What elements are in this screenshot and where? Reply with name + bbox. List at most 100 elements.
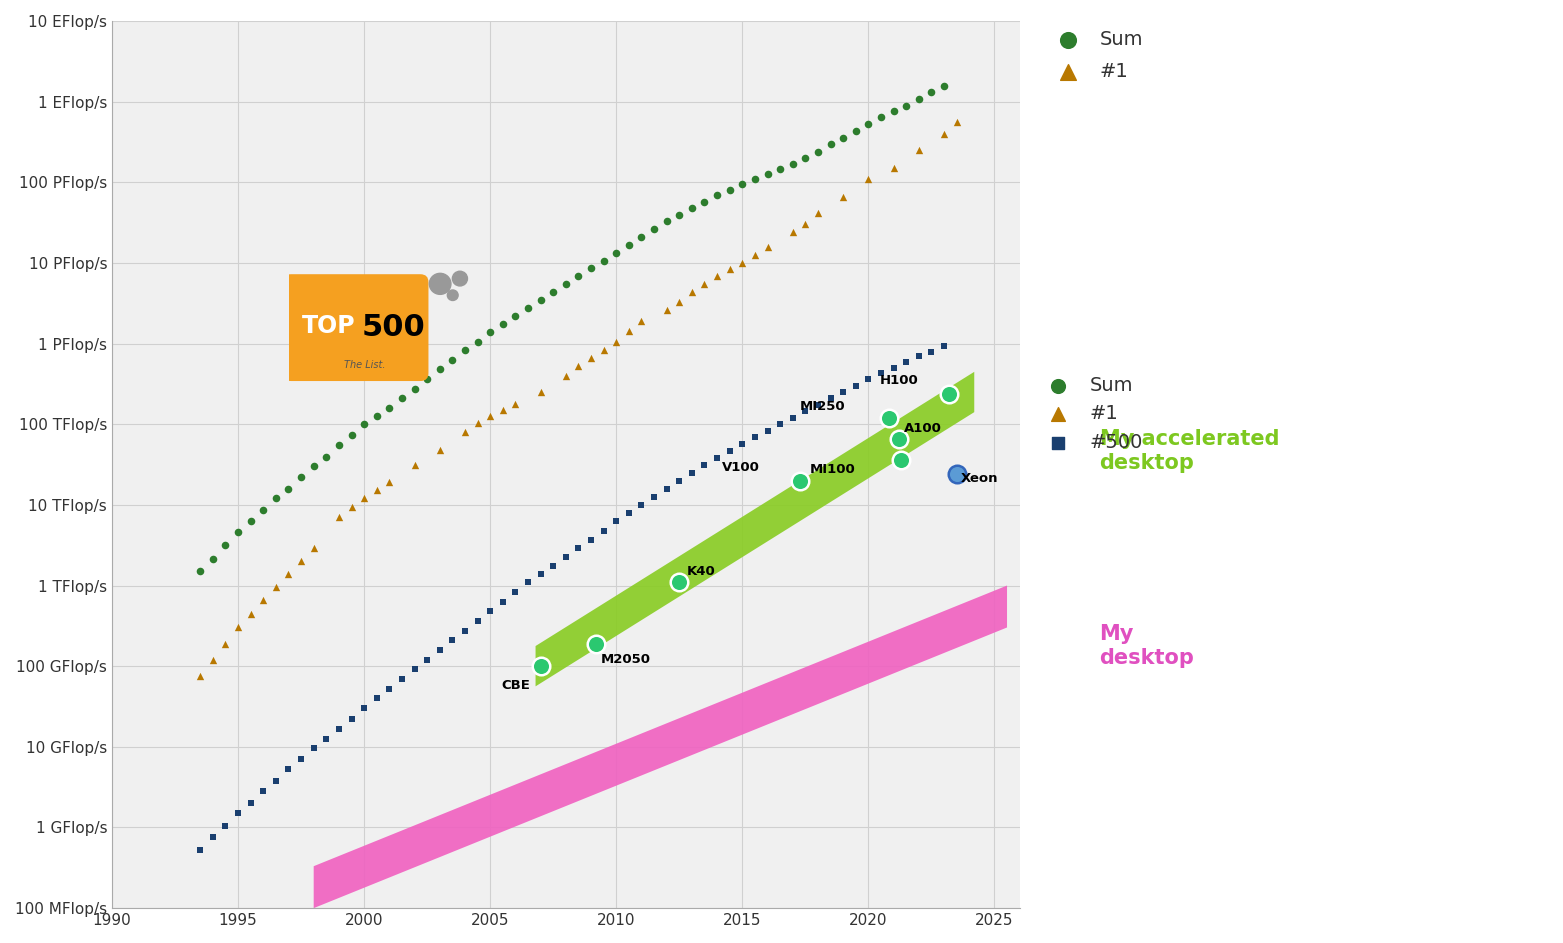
Point (805, 206, 830, 221)
Point (339, 427, 364, 442)
Point (263, 580, 288, 595)
Point (792, 151, 817, 166)
Point (755, 240, 780, 255)
Point (427, 362, 452, 377)
Point (817, 391, 842, 406)
Point (478, 324, 503, 339)
Point (869, 109, 894, 124)
Point (616, 505, 641, 521)
Point (238, 796, 263, 811)
Point (641, 222, 666, 237)
Point (919, 344, 944, 359)
Point (705, 269, 730, 284)
Point (591, 523, 616, 538)
Point (616, 238, 641, 253)
Point (792, 217, 817, 232)
Point (907, 91, 932, 107)
Point (780, 157, 805, 172)
Point (578, 533, 603, 548)
Point (805, 145, 830, 160)
Point (844, 378, 869, 393)
Legend: Sum, #1, #500: Sum, #1, #500 (1032, 368, 1150, 460)
Point (932, 126, 957, 141)
Point (503, 585, 528, 600)
Text: CBE: CBE (502, 679, 530, 692)
Point (503, 397, 528, 412)
Point (742, 172, 767, 187)
Text: MI250: MI250 (800, 400, 846, 413)
Point (755, 167, 780, 182)
Point (655, 481, 680, 496)
Point (886, 431, 911, 446)
Point (667, 294, 692, 309)
Point (491, 317, 516, 332)
Point (352, 491, 377, 506)
Point (377, 401, 402, 416)
Point (717, 182, 742, 197)
Point (717, 262, 742, 277)
Text: MI100: MI100 (810, 463, 857, 475)
Point (541, 285, 566, 300)
Point (767, 161, 792, 176)
Point (327, 438, 352, 453)
Point (566, 269, 591, 284)
FancyBboxPatch shape (283, 274, 428, 381)
Point (516, 575, 541, 590)
Text: A100: A100 (903, 422, 941, 436)
Point (830, 190, 855, 205)
Point (389, 671, 414, 687)
Point (882, 360, 907, 375)
Point (628, 497, 653, 512)
Point (452, 342, 477, 357)
Point (250, 592, 275, 607)
Point (566, 541, 591, 556)
Point (213, 819, 238, 834)
Point (528, 385, 553, 400)
Point (628, 313, 653, 328)
Point (213, 637, 238, 652)
Point (692, 276, 717, 291)
Point (439, 352, 464, 367)
Point (238, 606, 263, 621)
Point (188, 842, 213, 857)
Point (889, 453, 914, 468)
Point (705, 451, 730, 466)
Point (692, 194, 717, 209)
Point (755, 423, 780, 438)
Point (882, 104, 907, 119)
Point (327, 509, 352, 524)
Point (389, 391, 414, 406)
Point (225, 524, 250, 539)
Point (402, 662, 427, 677)
Point (466, 415, 491, 430)
Point (655, 213, 680, 228)
Point (427, 442, 452, 457)
Point (680, 285, 705, 300)
Point (583, 637, 608, 652)
Point (805, 397, 830, 412)
Text: My
desktop: My desktop (1099, 624, 1194, 669)
Point (857, 372, 882, 387)
Point (339, 711, 364, 726)
Point (767, 417, 792, 432)
Text: K40: K40 (686, 565, 716, 578)
Point (314, 449, 339, 464)
Text: TOP: TOP (302, 314, 355, 338)
Circle shape (447, 290, 458, 301)
Point (352, 701, 377, 716)
Point (238, 514, 263, 529)
Point (302, 458, 327, 473)
Point (603, 246, 628, 261)
Point (894, 355, 919, 370)
Point (528, 567, 553, 582)
Text: My accelerated
desktop: My accelerated desktop (1099, 429, 1279, 473)
Point (628, 229, 653, 244)
Point (857, 172, 882, 187)
Point (869, 366, 894, 381)
Point (402, 381, 427, 396)
Point (780, 410, 805, 425)
Point (692, 457, 717, 472)
Point (364, 408, 389, 423)
Point (250, 784, 275, 799)
Point (844, 124, 869, 139)
